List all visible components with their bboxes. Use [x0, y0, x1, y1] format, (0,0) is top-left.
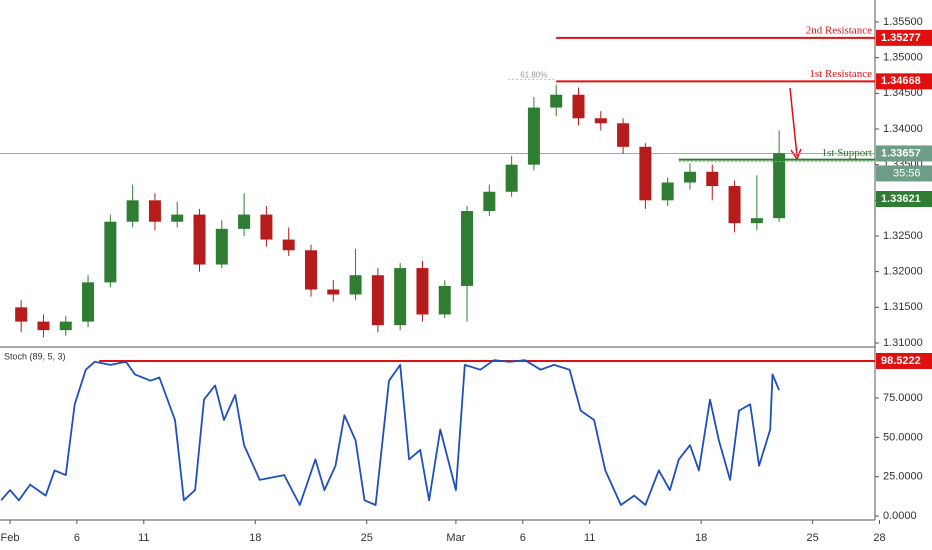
resistance-name: 1st Resistance — [809, 68, 872, 80]
y-tick-label: 1.32000 — [883, 266, 923, 278]
candle-body — [126, 200, 139, 222]
second-price-label: 1.33621 — [881, 193, 921, 205]
y-tick-label: 1.34500 — [883, 87, 923, 99]
y-tick-label: 1.31500 — [883, 301, 923, 313]
candle-body — [706, 171, 719, 187]
arrow — [789, 87, 798, 157]
candle-body — [438, 285, 451, 315]
candle-body — [527, 107, 540, 165]
y-tick-label: 1.35500 — [883, 16, 923, 28]
x-tick-label: 11 — [138, 532, 149, 544]
x-tick-label: Mar — [446, 532, 465, 544]
candle-body — [104, 221, 117, 283]
x-tick-label: 28 — [873, 532, 885, 544]
candle-body — [282, 239, 295, 251]
resistance-price-box — [876, 73, 932, 90]
candle-body — [148, 200, 161, 222]
x-tick-label: 11 — [584, 532, 595, 544]
stoch-line — [0, 359, 780, 506]
y-tick-label: 50.0000 — [883, 431, 923, 443]
candle-body — [728, 186, 741, 224]
candle-body — [171, 214, 184, 222]
candle-body — [371, 275, 384, 326]
candle-body — [82, 282, 95, 322]
x-tick-label: 18 — [249, 532, 261, 544]
candle-body — [193, 214, 206, 265]
stoch-level-label: 98.5222 — [881, 355, 921, 367]
y-tick-label: 25.0000 — [883, 471, 923, 483]
second-price-box — [876, 191, 932, 207]
candle-body — [37, 321, 50, 331]
last-price-box — [876, 145, 932, 162]
countdown: 35:56 — [893, 167, 921, 179]
candle-body — [260, 214, 273, 240]
candle-body — [683, 171, 696, 183]
candle-body — [594, 118, 607, 124]
y-tick-label: 0.0000 — [883, 510, 917, 522]
resistance-price-label: 1.35277 — [881, 32, 921, 44]
y-tick-label: 1.32500 — [883, 230, 923, 242]
stoch-level-box — [876, 352, 932, 369]
candle-body — [238, 214, 251, 229]
last-price-label: 1.33657 — [881, 147, 921, 159]
resistance-price-box — [876, 29, 932, 46]
candle-body — [773, 153, 786, 219]
candle-body — [416, 268, 429, 315]
candle-body — [461, 211, 474, 286]
support-name: 1st Support — [822, 147, 872, 159]
y-tick-label: 75.0000 — [883, 392, 923, 404]
candle-body — [572, 94, 585, 119]
indicator-title: Stoch (89, 5, 3) — [4, 351, 66, 361]
candle-body — [304, 250, 317, 290]
resistance-name: 2nd Resistance — [806, 24, 872, 36]
x-tick-label: 25 — [361, 532, 373, 544]
candle-body — [750, 218, 763, 224]
fib-label: 61.80% — [520, 70, 547, 79]
candle-body — [15, 307, 28, 322]
candle-body — [550, 94, 563, 108]
candle-body — [394, 268, 407, 326]
y-tick-label: 1.34000 — [883, 123, 923, 135]
candle-body — [483, 191, 496, 212]
x-tick-label: 6 — [74, 532, 80, 544]
x-tick-label: Feb — [1, 532, 20, 544]
y-tick-label: 1.31000 — [883, 337, 923, 349]
x-tick-label: 6 — [520, 532, 526, 544]
candle-body — [215, 228, 228, 265]
candle-body — [661, 182, 674, 201]
resistance-price-label: 1.34668 — [881, 75, 921, 87]
candle-body — [349, 275, 362, 295]
candle-body — [505, 164, 518, 192]
x-tick-label: 18 — [695, 532, 707, 544]
candle-body — [617, 123, 630, 147]
candle-body — [59, 321, 72, 331]
countdown-box — [876, 165, 932, 182]
candle-body — [639, 146, 652, 201]
candle-body — [327, 289, 340, 295]
x-tick-label: 25 — [806, 532, 818, 544]
y-tick-label: 1.35000 — [883, 52, 923, 64]
